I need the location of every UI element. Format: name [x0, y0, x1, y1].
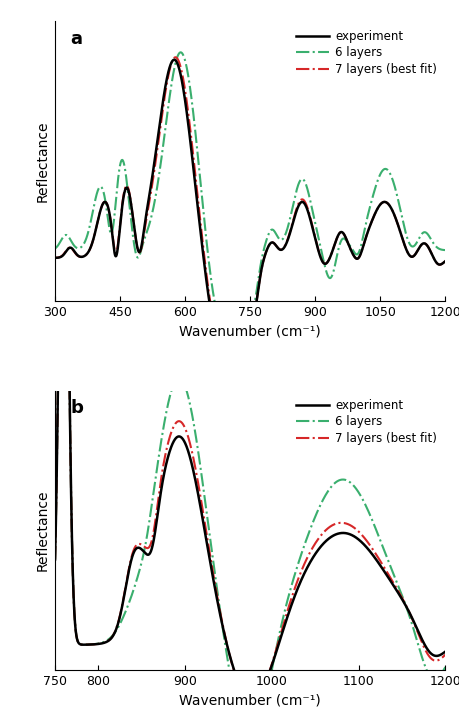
7 layers (best fit)	[220, 620, 225, 628]
7 layers (best fit)	[435, 260, 441, 268]
Line: experiment: experiment	[53, 9, 449, 699]
experiment	[50, 605, 56, 613]
Line: 7 layers (best fit): 7 layers (best fit)	[55, 57, 445, 372]
experiment	[52, 254, 58, 262]
6 layers	[442, 246, 448, 255]
Line: experiment: experiment	[55, 60, 445, 374]
6 layers	[97, 183, 102, 192]
6 layers	[50, 605, 56, 613]
7 layers (best fit)	[97, 210, 102, 218]
6 layers	[202, 221, 207, 230]
6 layers	[236, 346, 241, 354]
7 layers (best fit)	[397, 589, 402, 597]
6 layers	[96, 640, 101, 648]
7 layers (best fit)	[249, 697, 254, 705]
Line: 6 layers: 6 layers	[53, 9, 449, 713]
experiment	[120, 198, 125, 207]
7 layers (best fit)	[439, 654, 445, 662]
Line: 7 layers (best fit): 7 layers (best fit)	[53, 9, 449, 701]
X-axis label: Wavenumber (cm⁻¹): Wavenumber (cm⁻¹)	[179, 694, 321, 707]
Text: a: a	[71, 30, 83, 48]
Y-axis label: Reflectance: Reflectance	[35, 120, 50, 202]
Line: 6 layers: 6 layers	[55, 52, 445, 350]
6 layers	[120, 156, 125, 165]
experiment	[220, 622, 225, 630]
7 layers (best fit)	[173, 53, 178, 61]
Legend: experiment, 6 layers, 7 layers (best fit): experiment, 6 layers, 7 layers (best fit…	[294, 27, 439, 78]
7 layers (best fit)	[202, 257, 207, 265]
6 layers	[393, 186, 398, 195]
experiment	[249, 694, 255, 703]
7 layers (best fit)	[447, 646, 452, 655]
7 layers (best fit)	[219, 342, 224, 350]
experiment	[202, 264, 207, 272]
experiment	[219, 345, 224, 354]
experiment	[393, 215, 398, 223]
experiment	[397, 590, 402, 599]
6 layers	[435, 244, 441, 252]
experiment	[61, 5, 67, 14]
experiment	[435, 260, 441, 268]
7 layers (best fit)	[119, 601, 125, 610]
experiment	[235, 369, 241, 378]
7 layers (best fit)	[61, 5, 67, 14]
7 layers (best fit)	[52, 254, 58, 262]
experiment	[97, 210, 102, 218]
7 layers (best fit)	[50, 605, 56, 613]
experiment	[203, 530, 208, 539]
6 layers	[219, 321, 224, 329]
X-axis label: Wavenumber (cm⁻¹): Wavenumber (cm⁻¹)	[179, 324, 321, 339]
6 layers	[61, 5, 67, 14]
7 layers (best fit)	[203, 522, 208, 530]
7 layers (best fit)	[236, 368, 241, 376]
7 layers (best fit)	[393, 215, 398, 223]
experiment	[96, 640, 101, 648]
6 layers	[178, 48, 184, 56]
Legend: experiment, 6 layers, 7 layers (best fit): experiment, 6 layers, 7 layers (best fit…	[294, 396, 439, 447]
experiment	[172, 56, 177, 64]
experiment	[119, 602, 125, 610]
6 layers	[447, 655, 452, 664]
Text: b: b	[71, 399, 84, 417]
6 layers	[119, 615, 125, 624]
experiment	[439, 650, 445, 658]
7 layers (best fit)	[96, 640, 101, 648]
7 layers (best fit)	[442, 257, 448, 265]
6 layers	[203, 499, 208, 508]
6 layers	[52, 244, 58, 252]
6 layers	[397, 585, 402, 593]
experiment	[447, 644, 452, 652]
6 layers	[439, 668, 445, 677]
7 layers (best fit)	[120, 196, 125, 205]
6 layers	[220, 623, 225, 632]
experiment	[442, 257, 448, 265]
Y-axis label: Reflectance: Reflectance	[35, 490, 50, 571]
